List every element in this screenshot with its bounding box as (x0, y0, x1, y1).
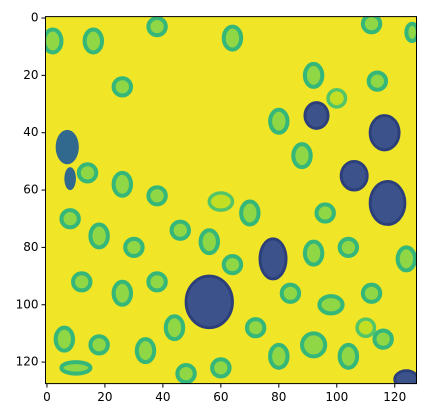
x-tick-label: 80 (271, 390, 286, 404)
x-tick-label: 20 (97, 390, 112, 404)
y-tick-label: 0 (31, 11, 39, 25)
y-tick-label: 60 (23, 183, 38, 197)
stained-cells (55, 101, 417, 384)
image (45, 16, 417, 384)
y-tick-label: 20 (23, 68, 38, 82)
x-tick-label: 60 (213, 390, 228, 404)
x-tick-label: 0 (43, 390, 51, 404)
x-tick-label: 40 (155, 390, 170, 404)
y-tick-label: 80 (23, 240, 38, 254)
y-tick-label: 40 (23, 125, 38, 139)
x-tick-label: 120 (383, 390, 406, 404)
cells (45, 16, 417, 384)
axes-frame (45, 16, 417, 385)
y-tick-label: 100 (16, 297, 39, 311)
x-tick-label: 100 (325, 390, 348, 404)
y-tick-label: 120 (16, 355, 39, 369)
